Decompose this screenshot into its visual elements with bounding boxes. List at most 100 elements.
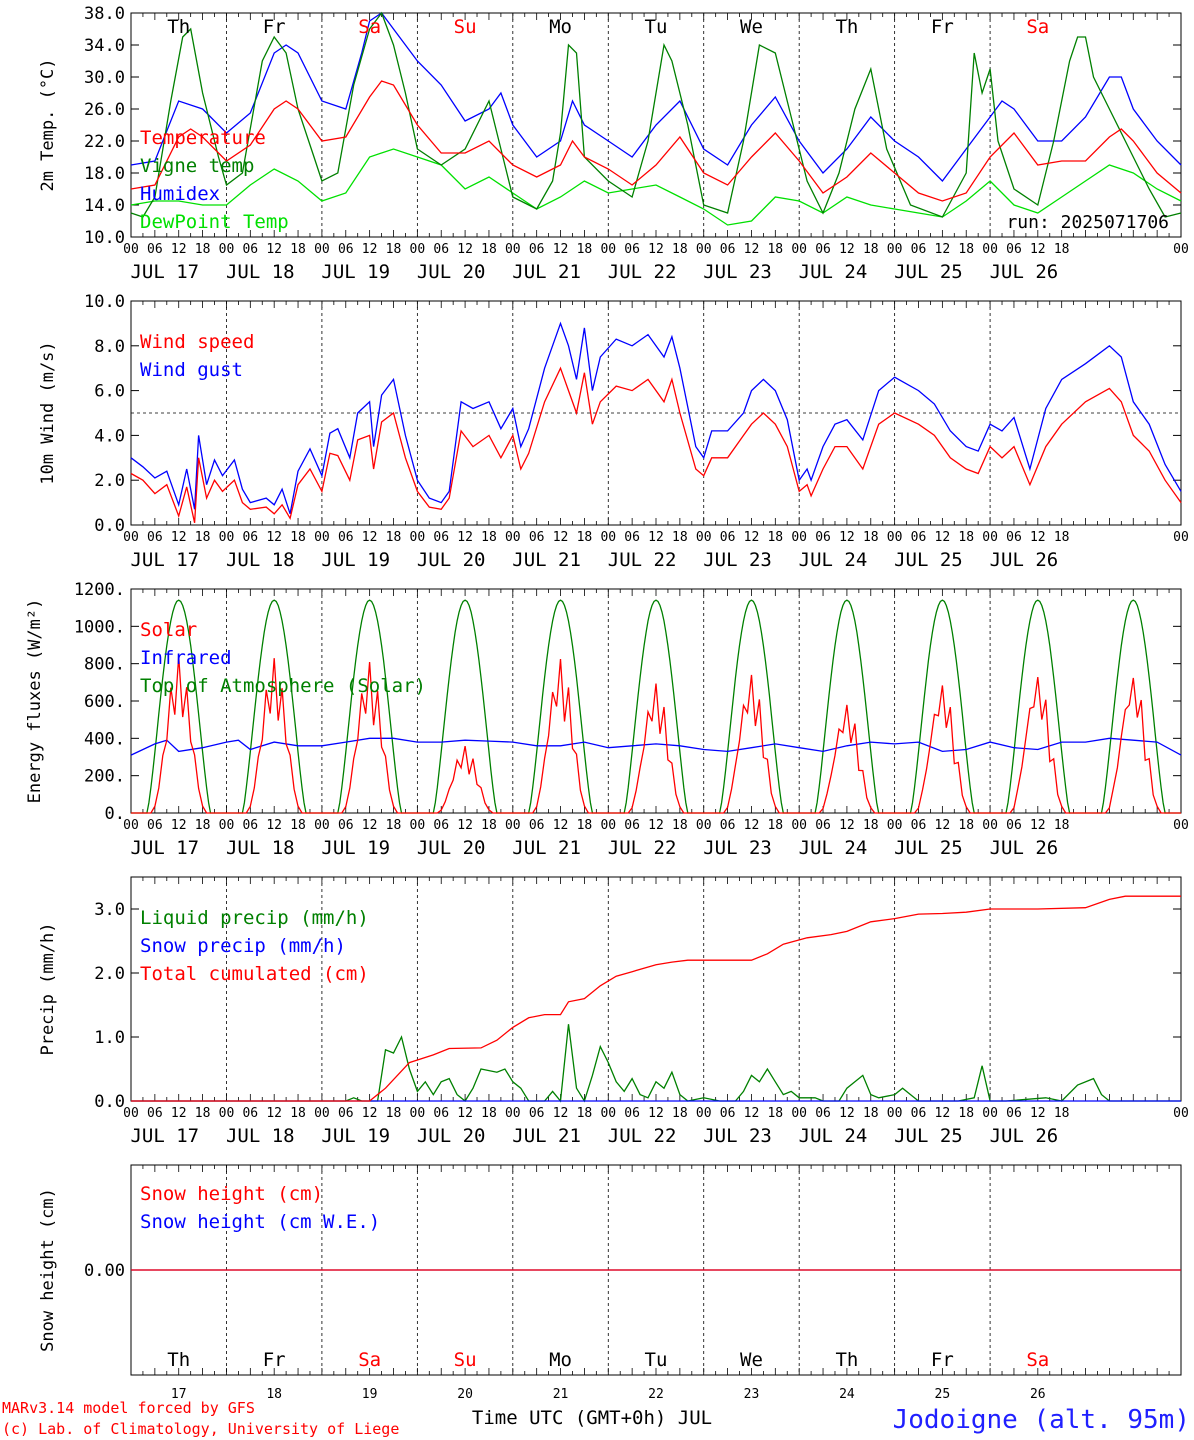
date-label: JUL 18 [226, 549, 295, 571]
hour-tick-label: 06 [529, 242, 545, 257]
hour-tick-label: 06 [242, 818, 258, 833]
hour-tick-label: 06 [720, 1106, 736, 1121]
hour-tick-label: 00 [123, 1106, 139, 1121]
hour-tick-label: 12 [266, 818, 282, 833]
hour-tick-label: 18 [672, 818, 688, 833]
hour-tick-label: 12 [935, 242, 951, 257]
date-label: JUL 17 [130, 549, 199, 571]
hour-tick-label: 12 [839, 1106, 855, 1121]
credit-line-2: (c) Lab. of Climatology, University of L… [2, 1420, 399, 1438]
y-tick-label: 26.0 [84, 100, 125, 120]
y-tick-label: 3.0 [94, 900, 125, 920]
hour-tick-label: 06 [720, 818, 736, 833]
credit-line-1: MARv3.14 model forced by GFS [2, 1399, 255, 1417]
hour-tick-label: 06 [1006, 1106, 1022, 1121]
weekday-label: Sa [358, 1349, 381, 1371]
hour-tick-label: 18 [481, 242, 497, 257]
hour-tick-label: 18 [195, 1106, 211, 1121]
hour-tick-label: 12 [935, 530, 951, 545]
date-label: JUL 21 [512, 549, 581, 571]
hour-tick-label: 18 [767, 818, 783, 833]
hour-tick-label: 12 [171, 818, 187, 833]
legend-top-of-atmosphere-solar: Top of Atmosphere (Solar) [140, 675, 426, 697]
hour-tick-label: 06 [433, 818, 449, 833]
y-tick-label: 34.0 [84, 36, 125, 56]
hour-tick-label: 00 [505, 1106, 521, 1121]
hour-tick-label: 18 [386, 530, 402, 545]
hour-tick-label: 06 [624, 1106, 640, 1121]
date-label: JUL 23 [703, 549, 772, 571]
date-label: JUL 18 [226, 837, 295, 859]
hour-tick-label: 12 [935, 1106, 951, 1121]
date-label: JUL 25 [894, 261, 963, 283]
hour-tick-label: 00 [314, 242, 330, 257]
weekday-label: Th [835, 1349, 858, 1371]
hour-tick-label: 00 [791, 818, 807, 833]
hour-tick-label: 00 [505, 530, 521, 545]
hour-tick-label: 00 [600, 530, 616, 545]
y-tick-label: 30.0 [84, 68, 125, 88]
weekday-label: Th [835, 16, 858, 38]
hour-tick-label: 12 [457, 1106, 473, 1121]
legend-snow-precip-mm-h: Snow precip (mm/h) [140, 935, 346, 957]
date-label: JUL 18 [226, 1125, 295, 1147]
y-tick-label: 0.0 [94, 1092, 125, 1112]
day-number-label: 17 [171, 1387, 187, 1402]
legend-temperature: Temperature [140, 127, 266, 149]
hour-tick-label: 06 [911, 530, 927, 545]
legend-dewpoint-temp: DewPoint Temp [140, 211, 289, 233]
day-number-label: 24 [839, 1387, 855, 1402]
hour-tick-label: 18 [863, 530, 879, 545]
legend-total-cumulated-cm: Total cumulated (cm) [140, 963, 369, 985]
date-label: JUL 26 [990, 261, 1059, 283]
hour-tick-label: 18 [767, 242, 783, 257]
y-axis-title: Energy fluxes (W/m²) [25, 599, 45, 804]
hour-tick-label: 18 [767, 530, 783, 545]
y-tick-label: 6.0 [94, 382, 125, 402]
hour-tick-label: 00 [982, 242, 998, 257]
y-tick-label: 200. [84, 767, 125, 787]
date-label: JUL 24 [799, 261, 868, 283]
date-label: JUL 22 [608, 261, 677, 283]
y-axis-title: Precip (mm/h) [38, 922, 58, 1055]
y-axis-title: Snow height (cm) [38, 1188, 58, 1352]
hour-tick-label: 06 [433, 1106, 449, 1121]
y-tick-label: 10.0 [84, 292, 125, 312]
day-number-label: 25 [935, 1387, 951, 1402]
hour-tick-label: 06 [242, 1106, 258, 1121]
hour-tick-label: 18 [958, 1106, 974, 1121]
hour-tick-label: 00 [791, 242, 807, 257]
date-label: JUL 22 [608, 837, 677, 859]
hour-tick-label: 06 [338, 530, 354, 545]
y-tick-label: 22.0 [84, 132, 125, 152]
hour-tick-label: 00 [1173, 530, 1189, 545]
y-tick-label: 800. [84, 655, 125, 675]
time-axis-label: Time UTC (GMT+0h) JUL [472, 1407, 712, 1429]
hour-tick-label: 18 [481, 530, 497, 545]
day-number-label: 19 [362, 1387, 378, 1402]
hour-tick-label: 18 [672, 530, 688, 545]
hour-tick-label: 18 [290, 242, 306, 257]
series-vigne-temp [130, 11, 1182, 218]
hour-tick-label: 06 [242, 242, 258, 257]
hour-tick-label: 06 [147, 242, 163, 257]
panel-3: 0. 200. 400. 600. 800. 1000. 1200. Energy fluxe… [25, 580, 1182, 824]
date-label: JUL 21 [512, 261, 581, 283]
series-infrared [130, 737, 1182, 756]
series-wind-gust [130, 321, 1182, 515]
day-number-label: 26 [1030, 1387, 1046, 1402]
station-name: Jodoigne (alt. 95m) [893, 1405, 1190, 1435]
hour-tick-label: 00 [1173, 242, 1189, 257]
hour-tick-label: 18 [386, 818, 402, 833]
y-tick-label: 2.0 [94, 964, 125, 984]
y-tick-label: 1000. [74, 617, 125, 637]
legend-liquid-precip-mm-h: Liquid precip (mm/h) [140, 907, 369, 929]
hour-tick-label: 06 [338, 242, 354, 257]
y-tick-label: 0.0 [94, 516, 125, 536]
hour-tick-label: 12 [457, 818, 473, 833]
hour-tick-label: 12 [553, 1106, 569, 1121]
date-label: JUL 20 [417, 837, 486, 859]
hour-tick-label: 00 [410, 242, 426, 257]
hour-tick-label: 06 [911, 1106, 927, 1121]
weekday-label: Sa [1026, 1349, 1049, 1371]
